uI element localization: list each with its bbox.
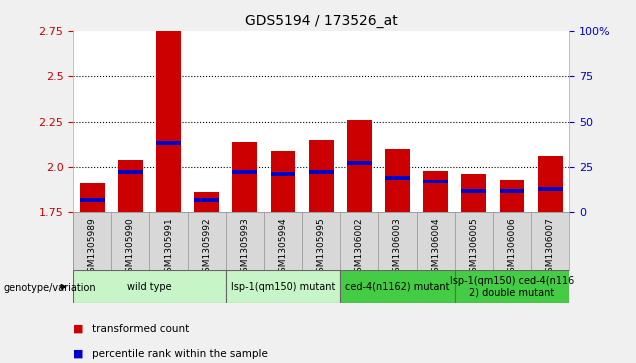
Text: transformed count: transformed count (92, 323, 190, 334)
Bar (538, 187, 563, 191)
Bar (80, 197, 104, 202)
Bar (424, 180, 448, 184)
Text: lsp-1(qm150) ced-4(n116
2) double mutant: lsp-1(qm150) ced-4(n116 2) double mutant (450, 276, 574, 298)
Bar (195, 192, 219, 212)
Bar (455, 270, 569, 303)
Bar (424, 171, 448, 212)
Bar (347, 162, 371, 166)
Bar (271, 172, 296, 176)
Text: genotype/variation: genotype/variation (3, 283, 96, 293)
Text: ■: ■ (73, 323, 84, 334)
Text: ■: ■ (73, 349, 84, 359)
Bar (156, 142, 181, 146)
Bar (73, 270, 226, 303)
Bar (233, 171, 257, 175)
Text: wild type: wild type (127, 282, 172, 292)
Bar (264, 212, 302, 270)
Bar (118, 171, 143, 175)
Bar (455, 212, 493, 270)
Text: GSM1305990: GSM1305990 (126, 217, 135, 278)
Bar (385, 149, 410, 212)
Text: GSM1305995: GSM1305995 (317, 217, 326, 278)
Bar (538, 156, 563, 212)
Text: GSM1305993: GSM1305993 (240, 217, 249, 278)
Text: GSM1306006: GSM1306006 (508, 217, 516, 278)
Text: GSM1306004: GSM1306004 (431, 217, 440, 278)
Bar (500, 189, 525, 192)
Bar (417, 212, 455, 270)
Bar (340, 212, 378, 270)
Bar (73, 212, 111, 270)
Text: GSM1306007: GSM1306007 (546, 217, 555, 278)
Text: ced-4(n1162) mutant: ced-4(n1162) mutant (345, 282, 450, 292)
Text: GSM1306003: GSM1306003 (393, 217, 402, 278)
Text: lsp-1(qm150) mutant: lsp-1(qm150) mutant (231, 282, 335, 292)
Bar (149, 212, 188, 270)
Bar (347, 120, 371, 212)
Bar (385, 176, 410, 180)
Bar (462, 189, 487, 192)
Bar (195, 197, 219, 202)
Bar (271, 151, 296, 212)
Text: GSM1306005: GSM1306005 (469, 217, 478, 278)
Text: GSM1305989: GSM1305989 (88, 217, 97, 278)
Bar (80, 183, 104, 212)
Text: percentile rank within the sample: percentile rank within the sample (92, 349, 268, 359)
Bar (226, 270, 340, 303)
Bar (493, 212, 531, 270)
Text: GSM1305992: GSM1305992 (202, 217, 211, 278)
Bar (156, 31, 181, 212)
Text: GSM1305994: GSM1305994 (279, 217, 287, 278)
Bar (378, 212, 417, 270)
Text: GSM1305991: GSM1305991 (164, 217, 173, 278)
Bar (531, 212, 569, 270)
Title: GDS5194 / 173526_at: GDS5194 / 173526_at (245, 15, 398, 28)
Bar (462, 174, 487, 212)
Bar (111, 212, 149, 270)
Bar (309, 140, 334, 212)
Bar (500, 180, 525, 212)
Bar (302, 212, 340, 270)
Bar (118, 160, 143, 212)
Text: GSM1306002: GSM1306002 (355, 217, 364, 278)
Bar (309, 171, 334, 175)
Bar (233, 142, 257, 212)
Bar (226, 212, 264, 270)
Bar (340, 270, 455, 303)
Bar (188, 212, 226, 270)
